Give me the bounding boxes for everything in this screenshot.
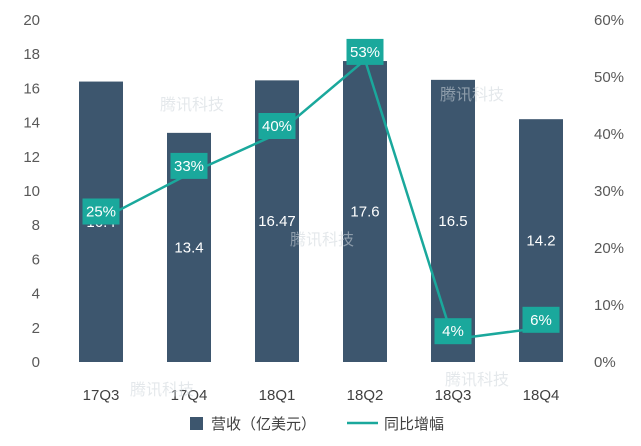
left-axis-tick: 0 xyxy=(32,354,40,371)
left-axis-tick: 12 xyxy=(23,149,40,166)
left-axis: 0 2 4 6 8 10 12 14 16 18 20 xyxy=(23,12,40,371)
right-axis-tick: 0% xyxy=(594,354,616,371)
left-axis-tick: 2 xyxy=(32,320,40,337)
growth-label: 6% xyxy=(530,312,552,329)
left-axis-tick: 10 xyxy=(23,183,40,200)
x-axis-category: 18Q4 xyxy=(523,387,560,404)
legend-bar-label: 营收（亿美元） xyxy=(211,416,316,433)
growth-label-box xyxy=(434,318,472,345)
watermark: 腾讯科技 xyxy=(130,381,194,399)
right-axis-tick: 30% xyxy=(594,183,624,200)
legend-line-label: 同比增幅 xyxy=(384,416,444,433)
revenue-bar-label: 14.2 xyxy=(526,233,555,250)
watermark-group: 腾讯科技 腾讯科技 腾讯科技 腾讯科技 腾讯科技 xyxy=(130,86,509,399)
revenue-bar-label: 16.5 xyxy=(438,213,467,230)
revenue-bar-label: 16.47 xyxy=(258,213,296,230)
growth-label-box xyxy=(258,113,296,139)
right-axis: 0% 10% 20% 30% 40% 50% 60% xyxy=(594,12,624,371)
watermark: 腾讯科技 xyxy=(290,231,354,249)
watermark: 腾讯科技 xyxy=(445,371,509,389)
watermark: 腾讯科技 xyxy=(160,96,224,114)
legend-bar-swatch xyxy=(190,417,203,430)
revenue-bars xyxy=(79,61,563,363)
growth-label: 53% xyxy=(350,44,380,61)
growth-label: 25% xyxy=(86,204,116,221)
growth-label: 4% xyxy=(442,323,464,340)
right-axis-tick: 10% xyxy=(594,297,624,314)
right-axis-tick: 40% xyxy=(594,126,624,143)
legend: 营收（亿美元） 同比增幅 xyxy=(190,416,444,433)
left-axis-tick: 16 xyxy=(23,80,40,97)
growth-label-box xyxy=(522,306,560,333)
right-axis-tick: 60% xyxy=(594,12,624,29)
left-axis-tick: 18 xyxy=(23,46,40,63)
right-axis-tick: 50% xyxy=(594,69,624,86)
watermark: 腾讯科技 xyxy=(440,86,504,104)
growth-label-box xyxy=(82,198,120,225)
left-axis-tick: 20 xyxy=(23,12,40,29)
revenue-bar xyxy=(431,79,475,362)
x-axis-category: 17Q4 xyxy=(171,387,208,404)
growth-label: 33% xyxy=(174,158,204,175)
right-axis-tick: 20% xyxy=(594,240,624,257)
left-axis-tick: 8 xyxy=(32,217,40,234)
left-axis-tick: 6 xyxy=(32,251,40,268)
x-axis-category: 18Q2 xyxy=(347,387,384,404)
growth-label-box xyxy=(346,38,384,65)
left-axis-tick: 14 xyxy=(23,115,40,132)
x-axis-categories: 17Q3 17Q4 18Q1 18Q2 18Q3 18Q4 xyxy=(83,387,560,404)
left-axis-tick: 4 xyxy=(32,286,40,303)
x-axis-category: 18Q3 xyxy=(435,387,472,404)
growth-label: 40% xyxy=(262,118,292,135)
revenue-bar-label: 17.6 xyxy=(350,204,379,221)
revenue-bar xyxy=(343,61,387,362)
revenue-bar-label: 13.4 xyxy=(174,239,203,256)
growth-labels: 25% 33% 40% 53% 4% 6% xyxy=(82,38,560,345)
growth-label-box xyxy=(170,152,208,179)
x-axis-category: 18Q1 xyxy=(259,387,296,404)
x-axis-category: 17Q3 xyxy=(83,387,120,404)
